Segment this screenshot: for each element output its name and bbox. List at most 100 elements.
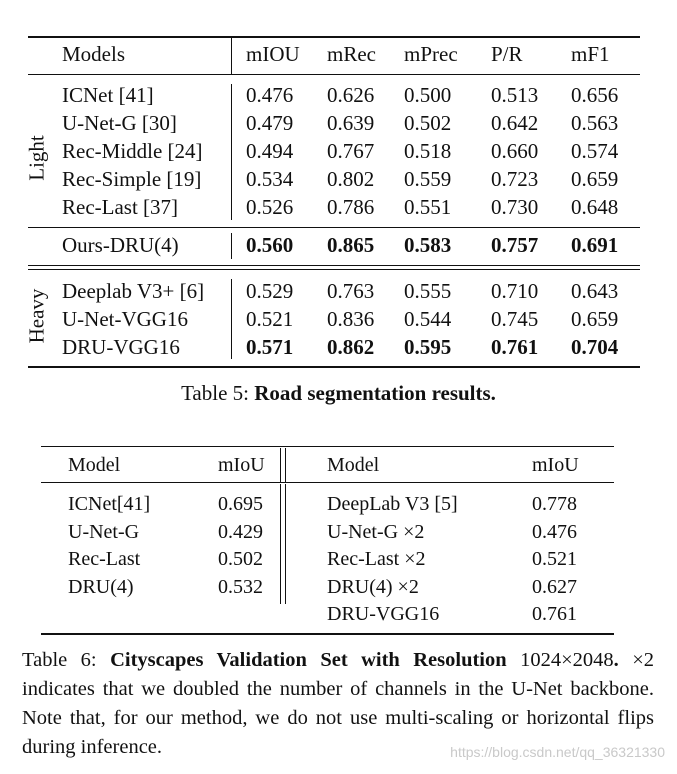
miou-value: 0.502	[218, 548, 263, 570]
table5-header-rule	[28, 74, 640, 75]
model-name: DRU-VGG16	[327, 603, 440, 625]
metric-value: 0.862	[327, 335, 375, 359]
table5-column-divider	[231, 38, 232, 74]
metric-value: 0.710	[491, 279, 539, 303]
model-name: DeepLab V3 [5]	[327, 493, 458, 515]
table6-bottom-rule	[41, 633, 614, 635]
model-name: Rec-Middle [24]	[62, 139, 203, 163]
metric-value: 0.555	[404, 279, 452, 303]
table5-column-divider	[231, 233, 232, 259]
metric-value: 0.560	[246, 233, 294, 257]
metric-value: 0.513	[491, 83, 539, 107]
table5-caption: Table 5: Road segmentation results.	[0, 381, 677, 405]
metric-value: 0.691	[571, 233, 619, 257]
metric-value: 0.723	[491, 167, 539, 191]
table5-top-rule	[28, 36, 640, 38]
table5-bottom-rule	[28, 366, 640, 368]
miou-value: 0.761	[532, 603, 577, 625]
column-header-metric: mPrec	[404, 42, 458, 66]
metric-value: 0.643	[571, 279, 619, 303]
metric-value: 0.551	[404, 195, 452, 219]
model-name: ICNet[41]	[68, 493, 151, 515]
column-header-metric: P/R	[491, 42, 523, 66]
model-name: Ours-DRU(4)	[62, 233, 179, 257]
metric-value: 0.802	[327, 167, 375, 191]
metric-value: 0.763	[327, 279, 375, 303]
metric-value: 0.730	[491, 195, 539, 219]
miou-value: 0.695	[218, 493, 263, 515]
metric-value: 0.659	[571, 167, 619, 191]
table6-caption-title: Cityscapes Validation Set with Resolutio…	[110, 649, 507, 671]
model-name: Deeplab V3+ [6]	[62, 279, 205, 303]
model-name: Rec-Last ×2	[327, 548, 426, 570]
metric-value: 0.660	[491, 139, 539, 163]
table6-caption-label: Table 6:	[22, 649, 97, 671]
metric-value: 0.704	[571, 335, 619, 359]
column-header-metric: mF1	[571, 42, 610, 66]
metric-value: 0.836	[327, 307, 375, 331]
metric-value: 0.639	[327, 111, 375, 135]
metric-value: 0.745	[491, 307, 539, 331]
metric-value: 0.642	[491, 111, 539, 135]
metric-value: 0.659	[571, 307, 619, 331]
metric-value: 0.534	[246, 167, 294, 191]
miou-value: 0.521	[532, 548, 577, 570]
table6-column-divider	[285, 448, 286, 482]
model-name: ICNet [41]	[62, 83, 154, 107]
group-label-heavy: Heavy	[24, 288, 49, 344]
metric-value: 0.761	[491, 335, 539, 359]
column-header-metric: mIOU	[246, 42, 300, 66]
miou-value: 0.476	[532, 521, 577, 543]
metric-value: 0.626	[327, 83, 375, 107]
metric-value: 0.476	[246, 83, 294, 107]
model-name: Rec-Last	[68, 548, 141, 570]
miou-value: 0.778	[532, 493, 577, 515]
model-name: U-Net-VGG16	[62, 307, 188, 331]
metric-value: 0.786	[327, 195, 375, 219]
metric-value: 0.526	[246, 195, 294, 219]
table6-column-divider	[280, 448, 281, 482]
model-name: U-Net-G ×2	[327, 521, 425, 543]
group-label-light: Light	[24, 135, 49, 181]
column-header-miou: mIoU	[532, 454, 579, 476]
table5-group-rule-1	[28, 265, 640, 266]
model-name: DRU(4)	[68, 576, 134, 598]
column-header-model: Model	[327, 454, 380, 476]
table6-top-rule	[41, 446, 614, 447]
metric-value: 0.529	[246, 279, 294, 303]
column-header-metric: mRec	[327, 42, 376, 66]
column-header-miou: mIoU	[218, 454, 265, 476]
metric-value: 0.656	[571, 83, 619, 107]
table5-ours-rule	[28, 227, 640, 228]
table6-column-divider	[280, 484, 281, 604]
metric-value: 0.521	[246, 307, 294, 331]
miou-value: 0.532	[218, 576, 263, 598]
table6-column-divider	[285, 484, 286, 604]
metric-value: 0.865	[327, 233, 375, 257]
metric-value: 0.595	[404, 335, 452, 359]
column-header-model: Model	[68, 454, 121, 476]
metric-value: 0.500	[404, 83, 452, 107]
model-name: DRU(4) ×2	[327, 576, 419, 598]
table5-column-divider	[231, 84, 232, 220]
metric-value: 0.494	[246, 139, 294, 163]
table5-caption-title: Road segmentation results.	[254, 381, 496, 405]
metric-value: 0.767	[327, 139, 375, 163]
metric-value: 0.648	[571, 195, 619, 219]
metric-value: 0.502	[404, 111, 452, 135]
metric-value: 0.757	[491, 233, 539, 257]
table6-caption: Table 6: Cityscapes Validation Set with …	[22, 646, 654, 762]
table6-caption-body: ×2 indicates that we doubled the number …	[22, 649, 655, 758]
watermark: https://blog.csdn.net/qq_36321330	[450, 744, 665, 760]
table5-group-rule-2	[28, 269, 640, 270]
table6-caption-resolution: 1024×2048	[520, 649, 614, 671]
metric-value: 0.574	[571, 139, 619, 163]
miou-value: 0.627	[532, 576, 577, 598]
metric-value: 0.559	[404, 167, 452, 191]
table6-caption-dot: .	[613, 649, 619, 671]
column-header-models: Models	[62, 42, 125, 66]
model-name: Rec-Last [37]	[62, 195, 179, 219]
model-name: U-Net-G [30]	[62, 111, 177, 135]
metric-value: 0.563	[571, 111, 619, 135]
model-name: Rec-Simple [19]	[62, 167, 202, 191]
